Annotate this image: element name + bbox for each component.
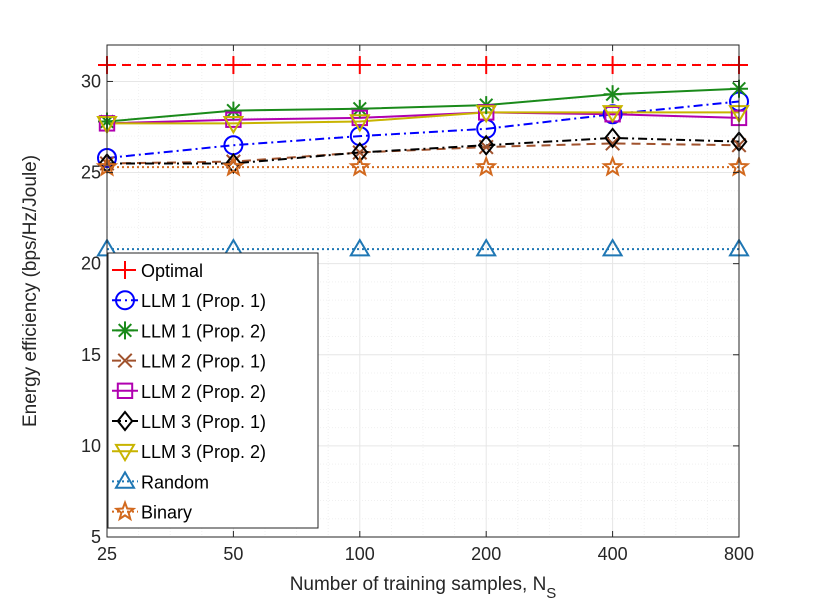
x-tick-label-100: 100 [345, 544, 375, 564]
point-llm-3-prop-2-200 [475, 105, 497, 124]
plot-frame [106, 44, 740, 538]
legend-label-llm-3-prop-1: LLM 3 (Prop. 1) [141, 412, 266, 432]
y-tick-label-20: 20 [81, 254, 101, 274]
y-tick-label-10: 10 [81, 436, 101, 456]
point-llm-3-prop-1-200 [477, 134, 495, 156]
marker-asterisk-d2 [226, 103, 241, 118]
legend-marker-random [114, 470, 136, 489]
legend-label-random: Random [141, 472, 209, 492]
point-binary-200 [474, 155, 498, 177]
marker-star [222, 155, 245, 177]
y-axis-label: Energy efficiency (bps/Hz/Joule) [20, 155, 41, 427]
marker-triangle-down [114, 443, 136, 463]
marker-diamond [351, 141, 369, 164]
point-llm-3-prop-2-400 [601, 105, 624, 124]
marker-diamond [224, 152, 242, 175]
legend-marker-optimal [116, 261, 134, 279]
x-axis-label-subscript: S [546, 585, 556, 602]
legend-label-llm-1-prop-2: LLM 1 (Prop. 2) [141, 321, 266, 341]
x-tick-label-400: 400 [598, 544, 628, 564]
point-random-200 [475, 238, 497, 257]
marker-triangle-up [601, 238, 624, 257]
y-tick-label-25: 25 [81, 163, 101, 183]
point-random-400 [601, 238, 624, 257]
legend-marker-llm-1-prop-1 [115, 290, 135, 311]
legend: Optimal LLM 1 (Prop. 1) LLM 1 (Prop. 2) LLM… [107, 252, 319, 529]
y-tick-label-30: 30 [81, 71, 101, 91]
axis-ticks: 25 50 100 200 400 800 5 10 15 20 25 30 [81, 45, 754, 564]
y-tick-label-5: 5 [91, 527, 101, 547]
legend-marker-llm-2-prop-2 [116, 382, 134, 400]
marker-diamond [604, 127, 622, 149]
point-llm-2-prop-1-400 [605, 135, 621, 151]
point-optimal-100 [350, 56, 369, 75]
legend-marker-llm-2-prop-1 [117, 353, 133, 369]
marker-triangle-down [601, 105, 624, 124]
x-tick-label-50: 50 [223, 544, 243, 564]
legend-label-optimal: Optimal [141, 261, 203, 281]
point-optimal-400 [603, 56, 622, 75]
x-tick-label-800: 800 [724, 544, 754, 564]
legend-label-llm-2-prop-2: LLM 2 (Prop. 2) [141, 382, 266, 402]
marker-cross-d2 [117, 353, 133, 369]
x-axis-label: Number of training samples, NS [290, 574, 557, 602]
series-line-llm-3-prop-2 [107, 111, 739, 125]
point-llm-3-prop-1-400 [604, 127, 622, 149]
marker-circle [115, 290, 135, 311]
legend-marker-binary [113, 499, 137, 522]
point-llm-3-prop-2-50 [222, 116, 245, 135]
marker-star [474, 155, 498, 177]
marker-asterisk-d2 [117, 323, 133, 338]
marker-star [601, 155, 624, 177]
series-line-llm-2-prop-2 [106, 111, 740, 125]
legend-label-binary: Binary [141, 503, 192, 523]
x-axis-label-main: Number of training samples, N [290, 574, 547, 595]
point-binary-50 [222, 155, 245, 177]
marker-triangle-up [475, 238, 497, 257]
point-optimal-200 [477, 56, 496, 75]
point-llm-1-prop-2-400 [603, 85, 622, 104]
legend-box [107, 252, 319, 529]
point-random-100 [349, 238, 371, 257]
marker-asterisk-d2 [352, 101, 367, 116]
legend-label-llm-3-prop-2: LLM 3 (Prop. 2) [141, 442, 266, 462]
marker-diamond [116, 410, 134, 432]
marker-star [113, 499, 137, 522]
marker-triangle-down [222, 116, 245, 135]
marker-triangle-up [114, 470, 136, 489]
marker-star [348, 155, 372, 177]
x-tick-label-200: 200 [471, 544, 501, 564]
legend-marker-llm-1-prop-2 [116, 321, 134, 340]
series-lines [106, 64, 740, 251]
marker-triangle-down [349, 114, 371, 133]
legend-label-llm-2-prop-1: LLM 2 (Prop. 1) [141, 352, 266, 372]
point-llm-3-prop-2-100 [349, 114, 371, 133]
y-tick-label-15: 15 [81, 345, 101, 365]
marker-triangle-down [475, 105, 497, 124]
point-binary-400 [601, 155, 624, 177]
point-llm-3-prop-1-100 [351, 141, 369, 164]
marker-asterisk-d2 [605, 87, 620, 102]
marker-cross-d2 [605, 135, 621, 151]
legend-marker-llm-3-prop-2 [114, 443, 136, 463]
series-line-llm-1-prop-2 [106, 87, 740, 123]
marker-diamond [477, 134, 495, 156]
series-line-llm-2-prop-1 [106, 142, 740, 165]
point-binary-100 [348, 155, 372, 177]
marker-triangle-up [349, 238, 371, 257]
point-llm-3-prop-1-50 [224, 152, 242, 175]
series-line-llm-3-prop-1 [107, 136, 740, 165]
point-optimal-50 [224, 56, 243, 75]
legend-label-llm-1-prop-1: LLM 1 (Prop. 1) [141, 291, 266, 311]
x-tick-label-25: 25 [97, 544, 117, 564]
legend-marker-llm-3-prop-1 [116, 410, 134, 432]
marker-square [116, 382, 134, 400]
series-line-llm-1-prop-1 [106, 100, 740, 159]
